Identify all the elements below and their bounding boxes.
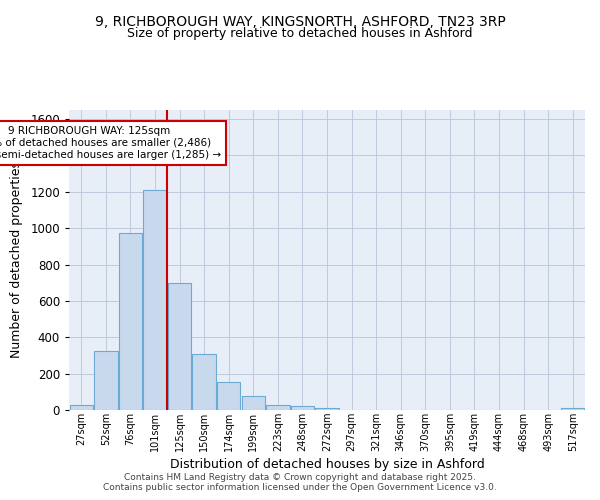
Bar bbox=[561, 408, 584, 410]
Text: 9 RICHBOROUGH WAY: 125sqm
← 65% of detached houses are smaller (2,486)
34% of se: 9 RICHBOROUGH WAY: 125sqm ← 65% of detac… bbox=[0, 126, 221, 160]
Bar bbox=[217, 382, 241, 410]
Bar bbox=[143, 190, 167, 410]
Bar bbox=[168, 282, 191, 410]
Text: Contains HM Land Registry data © Crown copyright and database right 2025.
Contai: Contains HM Land Registry data © Crown c… bbox=[103, 473, 497, 492]
X-axis label: Distribution of detached houses by size in Ashford: Distribution of detached houses by size … bbox=[170, 458, 484, 471]
Bar bbox=[266, 404, 290, 410]
Bar bbox=[242, 396, 265, 410]
Bar bbox=[70, 406, 93, 410]
Bar bbox=[316, 408, 338, 410]
Bar bbox=[94, 351, 118, 410]
Y-axis label: Number of detached properties: Number of detached properties bbox=[10, 162, 23, 358]
Text: 9, RICHBOROUGH WAY, KINGSNORTH, ASHFORD, TN23 3RP: 9, RICHBOROUGH WAY, KINGSNORTH, ASHFORD,… bbox=[95, 15, 505, 29]
Bar bbox=[119, 232, 142, 410]
Bar bbox=[291, 406, 314, 410]
Text: Size of property relative to detached houses in Ashford: Size of property relative to detached ho… bbox=[127, 28, 473, 40]
Bar bbox=[193, 354, 216, 410]
